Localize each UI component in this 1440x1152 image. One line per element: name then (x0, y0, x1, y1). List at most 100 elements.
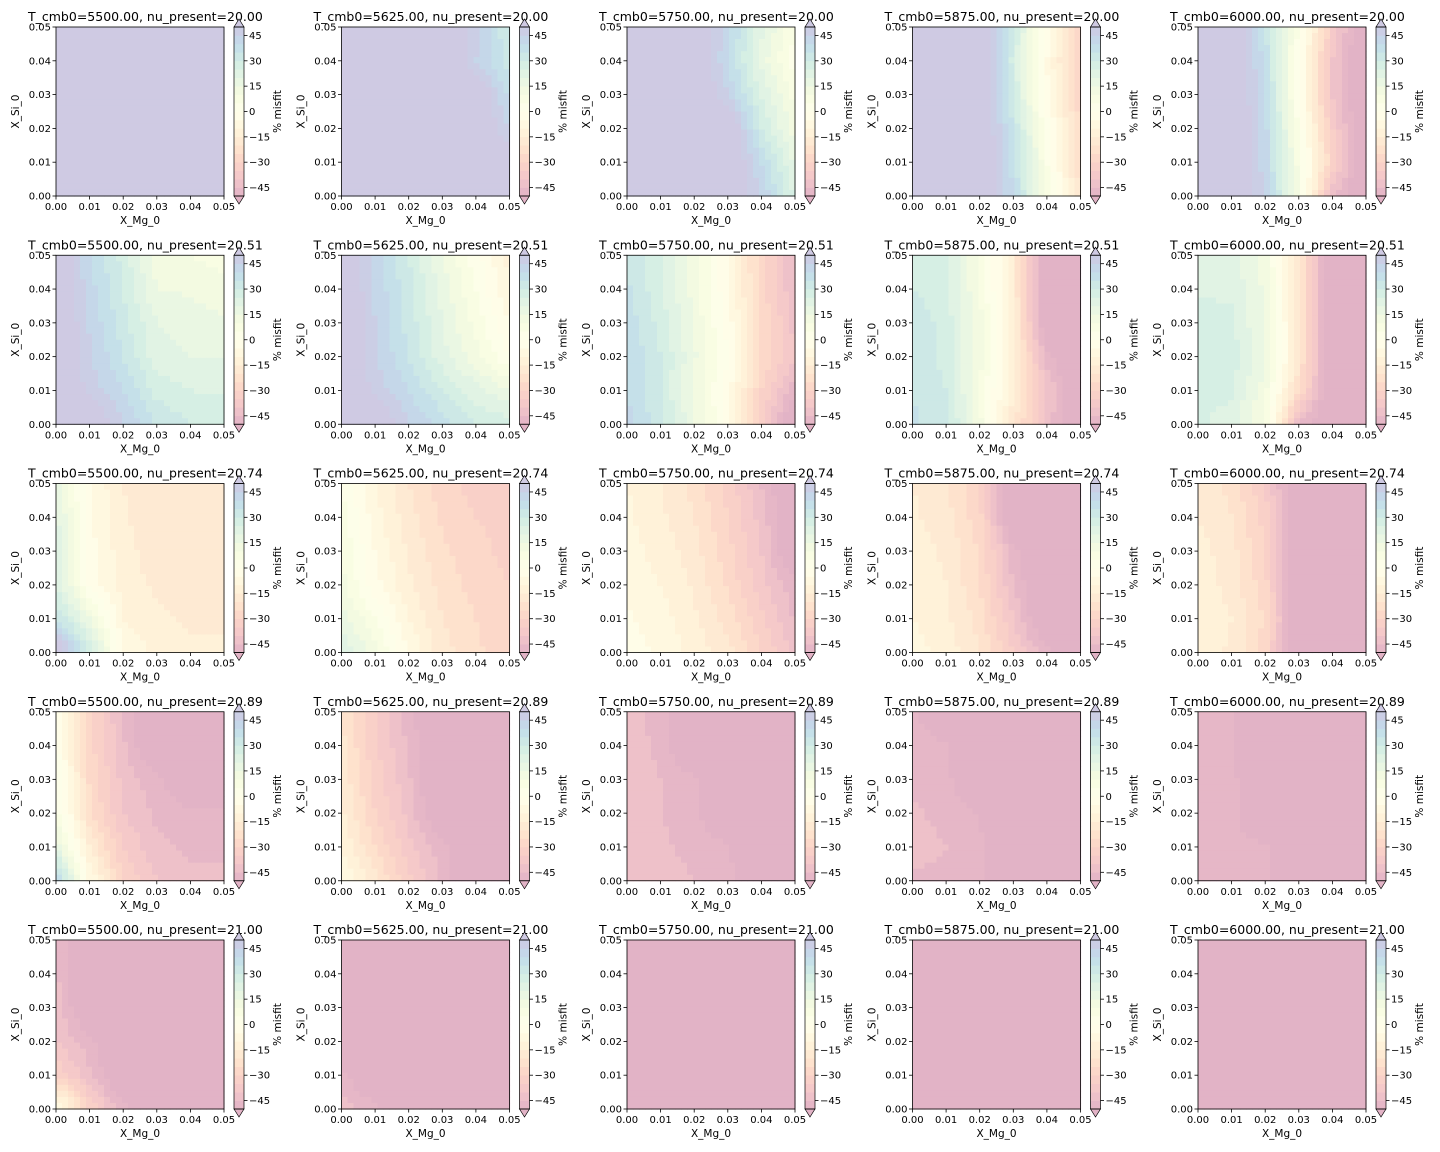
contour-cell (1015, 33, 1022, 40)
contour-cell (486, 118, 493, 125)
contour-cell (1027, 184, 1034, 191)
contour-cell (420, 45, 427, 52)
contour-cell (1021, 75, 1028, 82)
contour-cell (158, 81, 165, 88)
contour-cell (997, 172, 1004, 179)
contour-cell (98, 346, 105, 353)
contour-cell (152, 334, 159, 341)
contour-cell (384, 39, 391, 46)
contour-cell (462, 75, 469, 82)
contour-cell (1228, 105, 1235, 112)
contour-cell (741, 148, 748, 155)
contour-cell (765, 81, 772, 88)
contour-cell (913, 69, 920, 76)
contour-cell (1336, 118, 1343, 125)
contour-cell (74, 178, 81, 185)
contour-cell (164, 75, 171, 82)
contour-cell (74, 69, 81, 76)
contour-cell (657, 184, 664, 191)
contour-cell (158, 316, 165, 323)
contour-cell (675, 154, 682, 161)
contour-cell (1228, 75, 1235, 82)
contour-cell (158, 45, 165, 52)
contour-cell (378, 63, 385, 70)
contour-cell (1300, 99, 1307, 106)
contour-cell (651, 69, 658, 76)
contour-cell (206, 255, 213, 262)
contour-cell (110, 298, 117, 305)
contour-cell (1033, 124, 1040, 131)
contour-cell (56, 267, 63, 274)
contour-cell (949, 33, 956, 40)
contour-cell (360, 130, 367, 137)
contour-cell (450, 81, 457, 88)
contour-cell (973, 142, 980, 149)
colorbar-band (520, 61, 530, 70)
contour-cell (1051, 160, 1058, 167)
contour-cell (146, 63, 153, 70)
contour-cell (80, 99, 87, 106)
contour-cell (1258, 118, 1265, 125)
contour-cell (62, 382, 69, 389)
contour-cell (56, 255, 63, 262)
contour-cell (498, 105, 505, 112)
contour-cell (104, 39, 111, 46)
contour-cell (62, 142, 69, 149)
contour-cell (480, 172, 487, 179)
contour-cell (128, 334, 135, 341)
contour-cell (116, 334, 123, 341)
contour-cell (687, 178, 694, 185)
contour-cell (747, 184, 754, 191)
contour-cell (955, 39, 962, 46)
contour-cell (212, 105, 219, 112)
colorbar-tick-label: −30 (249, 158, 270, 169)
contour-cell (480, 63, 487, 70)
contour-cell (92, 261, 99, 268)
contour-cell (348, 99, 355, 106)
contour-cell (1222, 75, 1229, 82)
contour-cell (961, 93, 968, 100)
contour-cell (1276, 33, 1283, 40)
contour-cell (759, 63, 766, 70)
contour-cell (122, 118, 129, 125)
contour-cell (729, 130, 736, 137)
contour-cell (134, 358, 141, 365)
contour-cell (633, 81, 640, 88)
contour-cell (711, 27, 718, 34)
contour-cell (1318, 39, 1325, 46)
contour-cell (378, 33, 385, 40)
contour-cell (705, 130, 712, 137)
contour-cell (747, 39, 754, 46)
contour-cell (182, 51, 189, 58)
contour-cell (1252, 112, 1259, 119)
colorbar-band (805, 27, 815, 36)
contour-cell (1204, 39, 1211, 46)
contour-cell (342, 93, 349, 100)
colorbar-band (520, 162, 530, 171)
contour-cell (1258, 39, 1265, 46)
contour-cell (164, 352, 171, 359)
contour-cell (134, 346, 141, 353)
contour-cell (110, 51, 117, 58)
contour-cell (1045, 160, 1052, 167)
contour-cell (86, 255, 93, 262)
contour-cell (723, 172, 730, 179)
colorbar-extend-min (520, 196, 530, 204)
contour-cell (390, 184, 397, 191)
contour-cell (1246, 166, 1253, 173)
contour-cell (955, 75, 962, 82)
contour-cell (669, 142, 676, 149)
contour-cell (420, 148, 427, 155)
contour-cell (1348, 39, 1355, 46)
contour-cell (62, 285, 69, 292)
contour-cell (420, 142, 427, 149)
contour-cell (1294, 81, 1301, 88)
contour-cell (146, 112, 153, 119)
contour-cell (456, 87, 463, 94)
contour-cell (913, 33, 920, 40)
contour-cell (1063, 57, 1070, 64)
contour-cell (74, 358, 81, 365)
contour-cell (1057, 75, 1064, 82)
contour-cell (723, 39, 730, 46)
contour-cell (468, 136, 475, 143)
